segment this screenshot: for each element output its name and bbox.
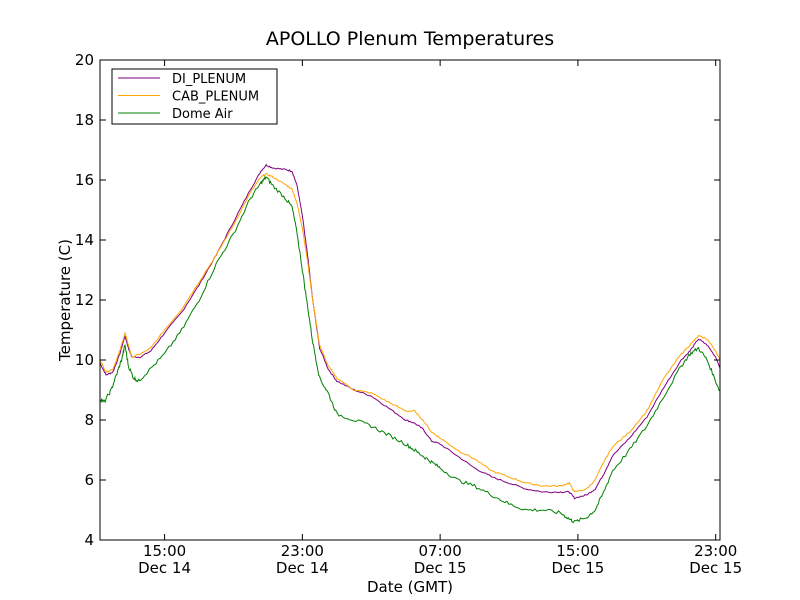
y-tick-label: 10 (75, 351, 94, 369)
chart-title: APOLLO Plenum Temperatures (266, 28, 554, 50)
x-tick-date-label: Dec 15 (414, 559, 467, 577)
x-tick-date-label: Dec 14 (138, 559, 191, 577)
x-tick-date-label: Dec 14 (276, 559, 329, 577)
y-axis-label: Temperature (C) (56, 239, 74, 362)
y-tick-label: 4 (84, 531, 94, 549)
x-tick-date-label: Dec 15 (689, 559, 742, 577)
y-tick-label: 14 (75, 231, 94, 249)
x-tick-time-label: 23:00 (694, 542, 737, 560)
x-tick-date-label: Dec 15 (551, 559, 604, 577)
x-tick-time-label: 15:00 (556, 542, 599, 560)
legend: DI_PLENUM CAB_PLENUM Dome Air (111, 68, 278, 125)
y-tick-label: 16 (75, 171, 94, 189)
series-line-0 (100, 163, 720, 500)
x-tick-time-label: 07:00 (419, 542, 462, 560)
x-axis-label: Date (GMT) (367, 578, 453, 596)
legend-label: Dome Air (172, 107, 233, 122)
series-line-1 (100, 172, 720, 492)
plot-frame (99, 59, 721, 541)
legend-label: CAB_PLENUM (172, 90, 259, 105)
legend-label: DI_PLENUM (172, 72, 246, 87)
y-tick-label: 12 (75, 291, 94, 309)
plot-lines (100, 163, 720, 524)
x-tick-time-label: 15:00 (143, 542, 186, 560)
series-line-2 (100, 175, 720, 524)
x-tick-time-label: 23:00 (281, 542, 324, 560)
y-tick-label: 18 (75, 111, 94, 129)
y-tick-label: 8 (84, 411, 94, 429)
y-tick-label: 6 (84, 471, 94, 489)
y-tick-label: 20 (75, 51, 94, 69)
